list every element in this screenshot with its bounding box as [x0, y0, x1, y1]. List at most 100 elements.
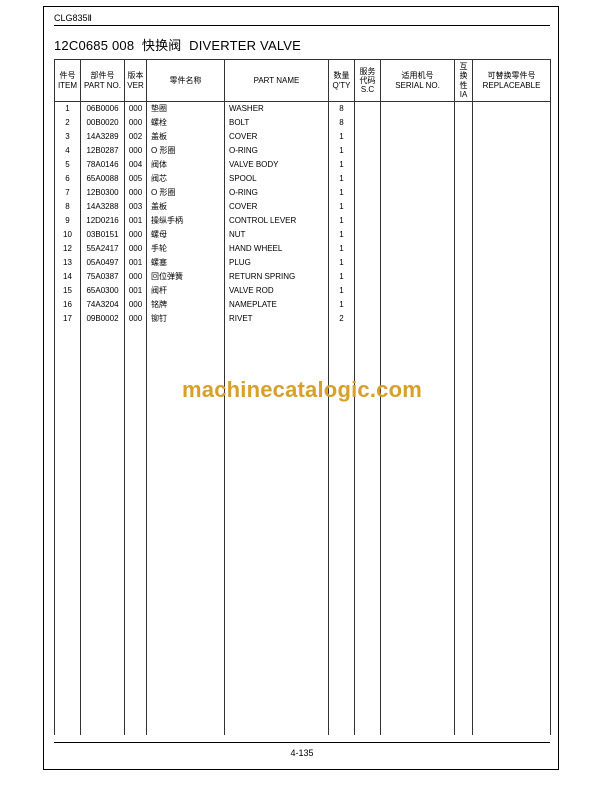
table-row: 1475A0387000回位弹簧RETURN SPRING1 [55, 270, 551, 284]
cell-name-en: VALVE BODY [225, 158, 329, 172]
cell-name-en: O-RING [225, 144, 329, 158]
col-serial: 适用机号SERIAL NO. [381, 60, 455, 102]
cell-item: 17 [55, 312, 81, 326]
cell-name-en: WASHER [225, 102, 329, 117]
cell-serial [381, 256, 455, 270]
cell-name-en: COVER [225, 130, 329, 144]
cell-name-cn: 盖板 [147, 200, 225, 214]
cell-ia [455, 102, 473, 117]
cell-serial [381, 228, 455, 242]
cell-repl [473, 116, 551, 130]
cell-serial [381, 144, 455, 158]
cell-part: 78A0146 [81, 158, 125, 172]
cell-sc [355, 102, 381, 117]
table-row: 314A3289002盖板COVER1 [55, 130, 551, 144]
cell-ia [455, 200, 473, 214]
cell-part: 09B0002 [81, 312, 125, 326]
cell-qty: 8 [329, 102, 355, 117]
cell-sc [355, 298, 381, 312]
col-sc: 服务代码S.C [355, 60, 381, 102]
cell-repl [473, 102, 551, 117]
cell-ia [455, 312, 473, 326]
cell-name-en: CONTROL LEVER [225, 214, 329, 228]
cell-item: 16 [55, 298, 81, 312]
cell-ver: 004 [125, 158, 147, 172]
cell-item: 10 [55, 228, 81, 242]
cell-ver: 000 [125, 102, 147, 117]
title-cn: 快换阀 [142, 38, 182, 53]
cell-ia [455, 270, 473, 284]
cell-name-en: NUT [225, 228, 329, 242]
cell-qty: 1 [329, 228, 355, 242]
cell-item: 13 [55, 256, 81, 270]
cell-repl [473, 186, 551, 200]
cell-name-cn: 螺母 [147, 228, 225, 242]
cell-item: 9 [55, 214, 81, 228]
table-row: 1255A2417000手轮HAND WHEEL1 [55, 242, 551, 256]
cell-serial [381, 172, 455, 186]
cell-ver: 000 [125, 242, 147, 256]
cell-name-en: COVER [225, 200, 329, 214]
col-ver: 版本VER [125, 60, 147, 102]
cell-item: 5 [55, 158, 81, 172]
cell-item: 3 [55, 130, 81, 144]
cell-qty: 1 [329, 172, 355, 186]
footer-rule [54, 742, 550, 743]
cell-sc [355, 242, 381, 256]
cell-serial [381, 312, 455, 326]
cell-name-en: O-RING [225, 186, 329, 200]
cell-ia [455, 228, 473, 242]
cell-repl [473, 200, 551, 214]
cell-sc [355, 270, 381, 284]
model-label: CLG835Ⅱ [54, 13, 92, 24]
cell-sc [355, 144, 381, 158]
cell-part: 14A3289 [81, 130, 125, 144]
table-row: 1003B0151000螺母NUT1 [55, 228, 551, 242]
cell-qty: 1 [329, 158, 355, 172]
cell-name-cn: 螺栓 [147, 116, 225, 130]
cell-sc [355, 200, 381, 214]
cell-part: 12B0300 [81, 186, 125, 200]
cell-sc [355, 116, 381, 130]
table-header: 件号ITEM 部件号PART NO. 版本VER 零件名称 PART NAME … [55, 60, 551, 102]
title-code: 12C0685 008 [54, 38, 134, 53]
cell-ia [455, 116, 473, 130]
cell-ver: 001 [125, 284, 147, 298]
cell-ver: 001 [125, 256, 147, 270]
cell-item: 2 [55, 116, 81, 130]
cell-ia [455, 256, 473, 270]
cell-qty: 1 [329, 144, 355, 158]
col-ia: 互换性IA [455, 60, 473, 102]
cell-repl [473, 158, 551, 172]
cell-repl [473, 312, 551, 326]
cell-qty: 1 [329, 284, 355, 298]
cell-repl [473, 172, 551, 186]
cell-qty: 1 [329, 186, 355, 200]
cell-ver: 000 [125, 312, 147, 326]
cell-sc [355, 172, 381, 186]
cell-name-en: RIVET [225, 312, 329, 326]
col-cn: 零件名称 [147, 60, 225, 102]
cell-name-en: BOLT [225, 116, 329, 130]
cell-part: 00B0020 [81, 116, 125, 130]
cell-name-en: HAND WHEEL [225, 242, 329, 256]
cell-ver: 000 [125, 298, 147, 312]
cell-ia [455, 158, 473, 172]
cell-name-en: RETURN SPRING [225, 270, 329, 284]
cell-part: 12B0287 [81, 144, 125, 158]
col-en: PART NAME [225, 60, 329, 102]
cell-qty: 1 [329, 214, 355, 228]
cell-item: 7 [55, 186, 81, 200]
cell-ver: 000 [125, 144, 147, 158]
cell-name-cn: 盖板 [147, 130, 225, 144]
cell-sc [355, 284, 381, 298]
page-frame: CLG835Ⅱ 12C0685 008 快换阀 DIVERTER VALVE 件… [43, 6, 559, 770]
header-rule [54, 25, 550, 26]
cell-serial [381, 270, 455, 284]
cell-item: 1 [55, 102, 81, 117]
cell-item: 4 [55, 144, 81, 158]
cell-ia [455, 284, 473, 298]
cell-repl [473, 130, 551, 144]
cell-qty: 1 [329, 298, 355, 312]
cell-item: 6 [55, 172, 81, 186]
